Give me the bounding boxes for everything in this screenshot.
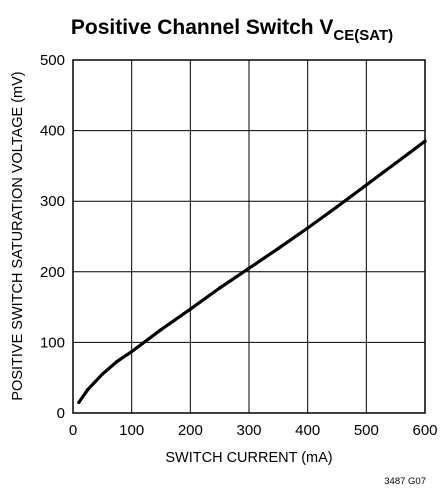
data-point-7 — [218, 286, 222, 290]
data-point-10 — [306, 226, 310, 230]
y-tick-label-0: 0 — [57, 405, 65, 422]
data-point-9 — [276, 246, 280, 251]
x-tick-label-5: 500 — [354, 422, 379, 439]
x-tick-label-2: 200 — [178, 422, 203, 439]
data-point-11 — [335, 205, 339, 209]
grid — [72, 59, 426, 414]
data-point-4 — [130, 350, 134, 354]
plot-frame — [72, 59, 426, 414]
x-tick-label-3: 300 — [236, 422, 261, 439]
x-tick-labels: 0 100 200 300 400 500 600 — [69, 422, 438, 439]
data-point-2 — [100, 372, 104, 376]
x-tick-label-6: 600 — [412, 422, 437, 439]
data-point-8 — [247, 266, 251, 270]
y-tick-label-2: 200 — [40, 264, 65, 281]
data-point-12 — [364, 183, 368, 187]
y-tick-label-1: 100 — [40, 334, 65, 351]
data-point-5 — [159, 328, 163, 332]
chart-title-main: Positive Channel Switch V — [71, 16, 334, 39]
figure-id: 3487 G07 — [384, 476, 426, 487]
x-tick-label-0: 0 — [69, 422, 77, 439]
y-axis-label: POSITIVE SWITCH SATURATION VOLTAGE (mV) — [10, 71, 26, 400]
data-point-13 — [394, 161, 398, 165]
x-axis-label: SWITCH CURRENT (mA) — [165, 450, 332, 466]
y-tick-label-5: 500 — [40, 52, 65, 69]
x-tick-label-4: 400 — [295, 422, 320, 439]
data-point-3 — [115, 359, 119, 364]
y-tick-labels: 0 100 200 300 400 500 — [40, 52, 65, 422]
y-tick-label-4: 400 — [40, 123, 65, 140]
x-tick-label-1: 100 — [119, 422, 144, 439]
data-point-1 — [86, 388, 90, 392]
data-points — [77, 139, 427, 404]
data-point-0 — [77, 400, 81, 404]
data-point-6 — [188, 307, 192, 311]
chart-title-subscript: CE(SAT) — [333, 27, 393, 44]
data-point-14 — [423, 139, 427, 143]
y-tick-label-3: 300 — [40, 193, 65, 210]
chart-title: Positive Channel Switch VCE(SAT) — [71, 16, 393, 44]
